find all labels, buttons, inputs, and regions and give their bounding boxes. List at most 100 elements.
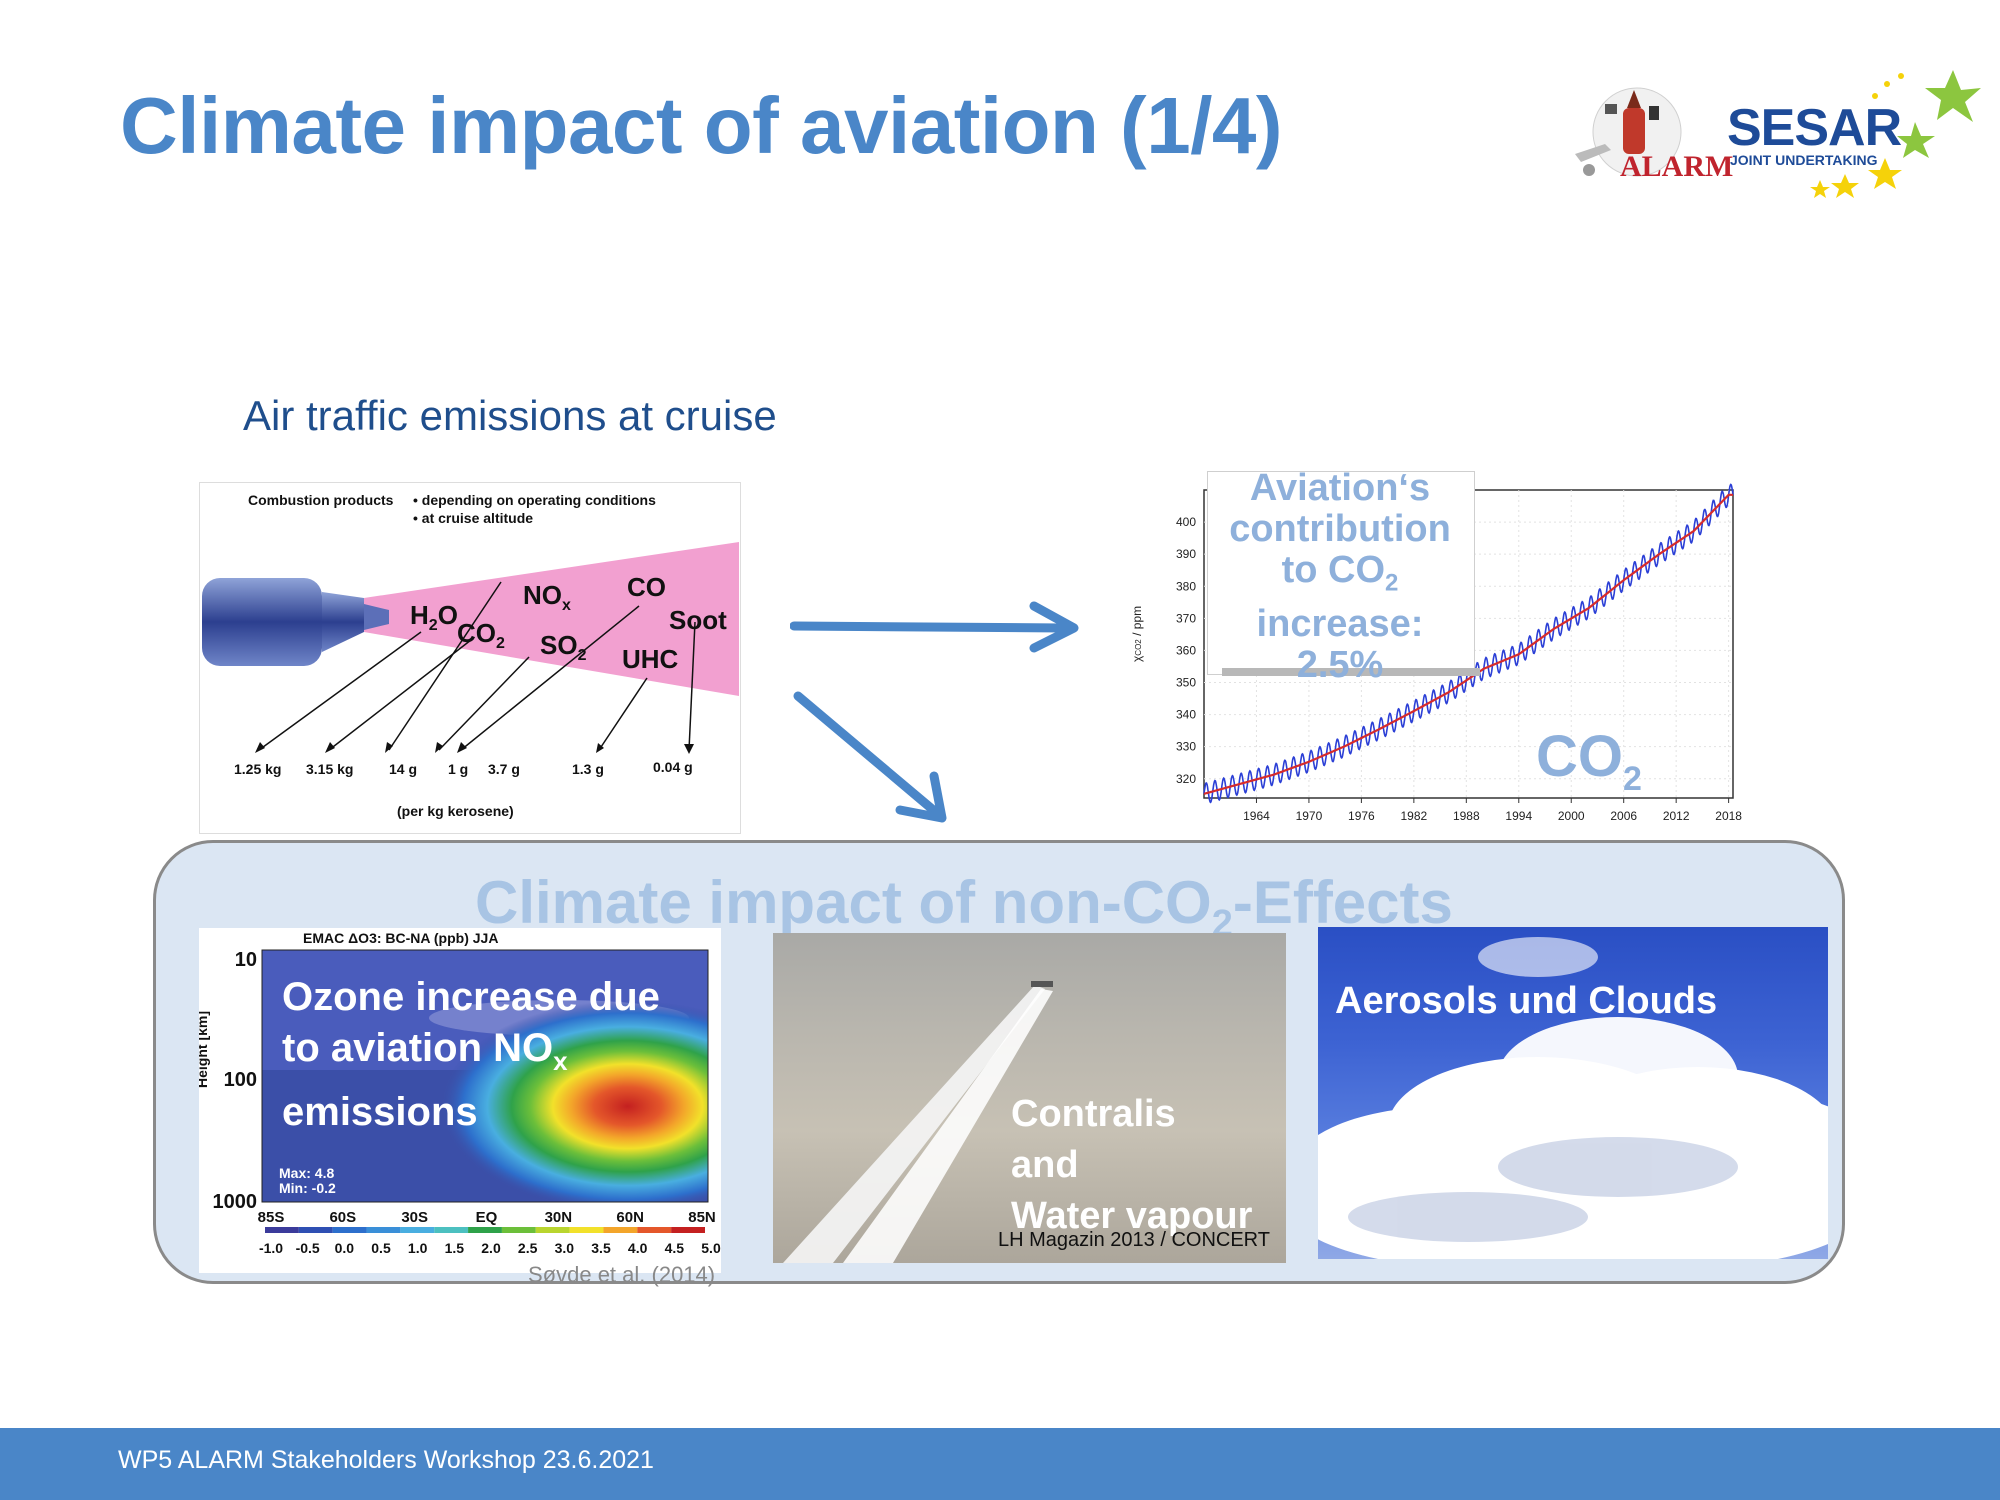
ozone-xtick-label: 85N <box>688 1209 716 1226</box>
ozone-scale-swatch <box>637 1227 672 1233</box>
amount-h2o: 1.25 kg <box>234 761 282 777</box>
ozone-scale-label: 5.0 <box>701 1240 721 1256</box>
engine-header-right-2: • at cruise altitude <box>413 510 534 526</box>
clouds-overlay: Aerosols und Clouds <box>1335 980 1718 1022</box>
co2-chart-yticks: 320 330 340 350 360 370 380 390 400 <box>1176 515 1196 786</box>
ozone-xtick-label: 60N <box>616 1209 644 1226</box>
species-co: CO <box>627 572 666 602</box>
co2-ytick-label: 390 <box>1176 547 1196 561</box>
ozone-scale-label: 0.0 <box>335 1240 355 1256</box>
ozone-max: Max: 4.8 <box>279 1165 334 1181</box>
co2-xtick-label: 1964 <box>1243 809 1270 823</box>
species-h2o: H2O <box>410 600 458 635</box>
species-co2: CO2 <box>457 618 505 653</box>
co2-ytick-label: 340 <box>1176 708 1196 722</box>
species-uhc: UHC <box>622 644 679 674</box>
ozone-citation: Søvde et al. (2014) <box>528 1262 716 1287</box>
co2-xtick-label: 1970 <box>1296 809 1323 823</box>
ozone-scale-label: 1.0 <box>408 1240 428 1256</box>
footer-text: WP5 ALARM Stakeholders Workshop 23.6.202… <box>118 1446 654 1474</box>
co2-ytick-label: 350 <box>1176 676 1196 690</box>
co2-callout-text: Aviation‘s contribution to CO2 increase:… <box>1229 467 1451 686</box>
ozone-scale-swatch <box>671 1227 705 1233</box>
ozone-xtick-label: 30S <box>401 1209 428 1226</box>
section-subtitle: Air traffic emissions at cruise <box>243 392 777 439</box>
engine-header-right-1: • depending on operating conditions <box>413 492 656 508</box>
amount-so2: 1 g <box>448 761 469 777</box>
ozone-scale-label: 4.0 <box>628 1240 648 1256</box>
cloud-shapes-graphic <box>1318 937 1828 1259</box>
ozone-ytick-label: 1000 <box>213 1191 258 1213</box>
ozone-scale-swatch <box>569 1227 604 1233</box>
co2-xtick-label: 2006 <box>1610 809 1637 823</box>
co2-xtick-label: 2000 <box>1558 809 1585 823</box>
co2-callout-shadow <box>1222 668 1480 676</box>
ozone-xtick-label: EQ <box>476 1209 498 1226</box>
ozone-scale-label: 2.5 <box>518 1240 538 1256</box>
ozone-scale-swatch <box>501 1227 536 1233</box>
ozone-ytick-label: 100 <box>224 1069 257 1091</box>
ozone-scale-label: -0.5 <box>296 1240 320 1256</box>
ozone-ylabel: Height [km] <box>199 1011 210 1088</box>
arrow-to-non-co2-icon <box>793 691 943 819</box>
contrail-credit: LH Magazin 2013 / CONCERT <box>998 1229 1270 1251</box>
ozone-scale-swatch <box>265 1227 299 1233</box>
co2-chart-watermark: CO2 <box>1536 724 1642 798</box>
ozone-min: Min: -0.2 <box>279 1180 336 1196</box>
amount-co2: 3.15 kg <box>306 761 354 777</box>
ozone-scale-swatch <box>434 1227 469 1233</box>
ozone-scale-swatch <box>468 1227 502 1233</box>
co2-xtick-label: 1994 <box>1505 809 1532 823</box>
co2-xtick-label: 1988 <box>1453 809 1480 823</box>
sesar-logo <box>1725 62 1985 202</box>
sesar-wordmark: SESAR <box>1727 99 1902 157</box>
amount-co: 3.7 g <box>488 761 520 777</box>
ozone-xticks: 85S 60S 30S EQ 30N 60N 85N <box>258 1209 716 1226</box>
ozone-scale-swatch <box>332 1227 367 1233</box>
ozone-scale-label: 3.5 <box>591 1240 611 1256</box>
co2-xtick-label: 2018 <box>1715 809 1742 823</box>
ozone-ytick-label: 10 <box>235 949 257 971</box>
contrail-overlay: Contralis and Water vapour <box>1011 1093 1253 1237</box>
ozone-scale-swatch <box>535 1227 570 1233</box>
alarm-wordmark: ALARM <box>1620 150 1734 183</box>
alarm-emblem-icon <box>1575 87 1682 177</box>
co2-ytick-label: 330 <box>1176 740 1196 754</box>
contrail-photo <box>773 933 1286 1263</box>
ozone-scale-swatch <box>366 1227 401 1233</box>
engine-unit-note: (per kg kerosene) <box>397 803 514 819</box>
co2-ytick-label: 380 <box>1176 579 1196 593</box>
ozone-scale-label: 1.5 <box>445 1240 465 1256</box>
ozone-scale-label: -1.0 <box>259 1240 283 1256</box>
flow-arrows <box>790 601 1079 823</box>
co2-ytick-label: 360 <box>1176 643 1196 657</box>
sesar-subtitle: JOINT UNDERTAKING <box>1730 152 1878 168</box>
co2-ytick-label: 370 <box>1176 611 1196 625</box>
alarm-logo <box>1565 84 1717 194</box>
co2-chart-xticks: 1964 1970 1976 1982 1988 1994 2000 2006 2012 2018 <box>1243 809 1742 823</box>
ozone-scale-label: 2.0 <box>481 1240 501 1256</box>
co2-ytick-label: 320 <box>1176 772 1196 786</box>
ozone-overlay: Ozone increase due to aviation NOx emiss… <box>282 975 660 1134</box>
clouds-photo <box>1318 927 1828 1259</box>
ozone-chart: Height [km] EMAC ΔO3: BC-NA (ppb) JJA 10… <box>199 930 721 1256</box>
engine-header-left: Combustion products <box>248 492 394 508</box>
engine-emissions-graphic <box>202 542 739 754</box>
species-so2: SO2 <box>540 630 587 665</box>
ozone-scale-label: 0.5 <box>371 1240 391 1256</box>
ozone-scale-label: 3.0 <box>555 1240 575 1256</box>
co2-xtick-label: 1982 <box>1400 809 1427 823</box>
ozone-chart-title: EMAC ΔO3: BC-NA (ppb) JJA <box>303 930 498 946</box>
species-nox: NOx <box>523 580 571 615</box>
arrow-to-co2-icon <box>790 621 1069 633</box>
co2-ytick-label: 400 <box>1176 515 1196 529</box>
ozone-colorscale: -1.0 -0.5 0.0 0.5 1.0 1.5 2.0 2.5 3.0 3.5 4.0 4.5 5.… <box>259 1227 721 1256</box>
ozone-scale-swatch <box>603 1227 638 1233</box>
ozone-scale-swatch <box>400 1227 435 1233</box>
ozone-xtick-label: 60S <box>329 1209 356 1226</box>
co2-chart-ylabel: χCO2 / ppm <box>1130 606 1144 662</box>
ozone-yticks: 10 100 1000 <box>213 949 258 1213</box>
species-soot: Soot <box>669 605 727 635</box>
sesar-stars-icon <box>1810 70 1981 198</box>
amount-soot: 0.04 g <box>653 759 693 775</box>
